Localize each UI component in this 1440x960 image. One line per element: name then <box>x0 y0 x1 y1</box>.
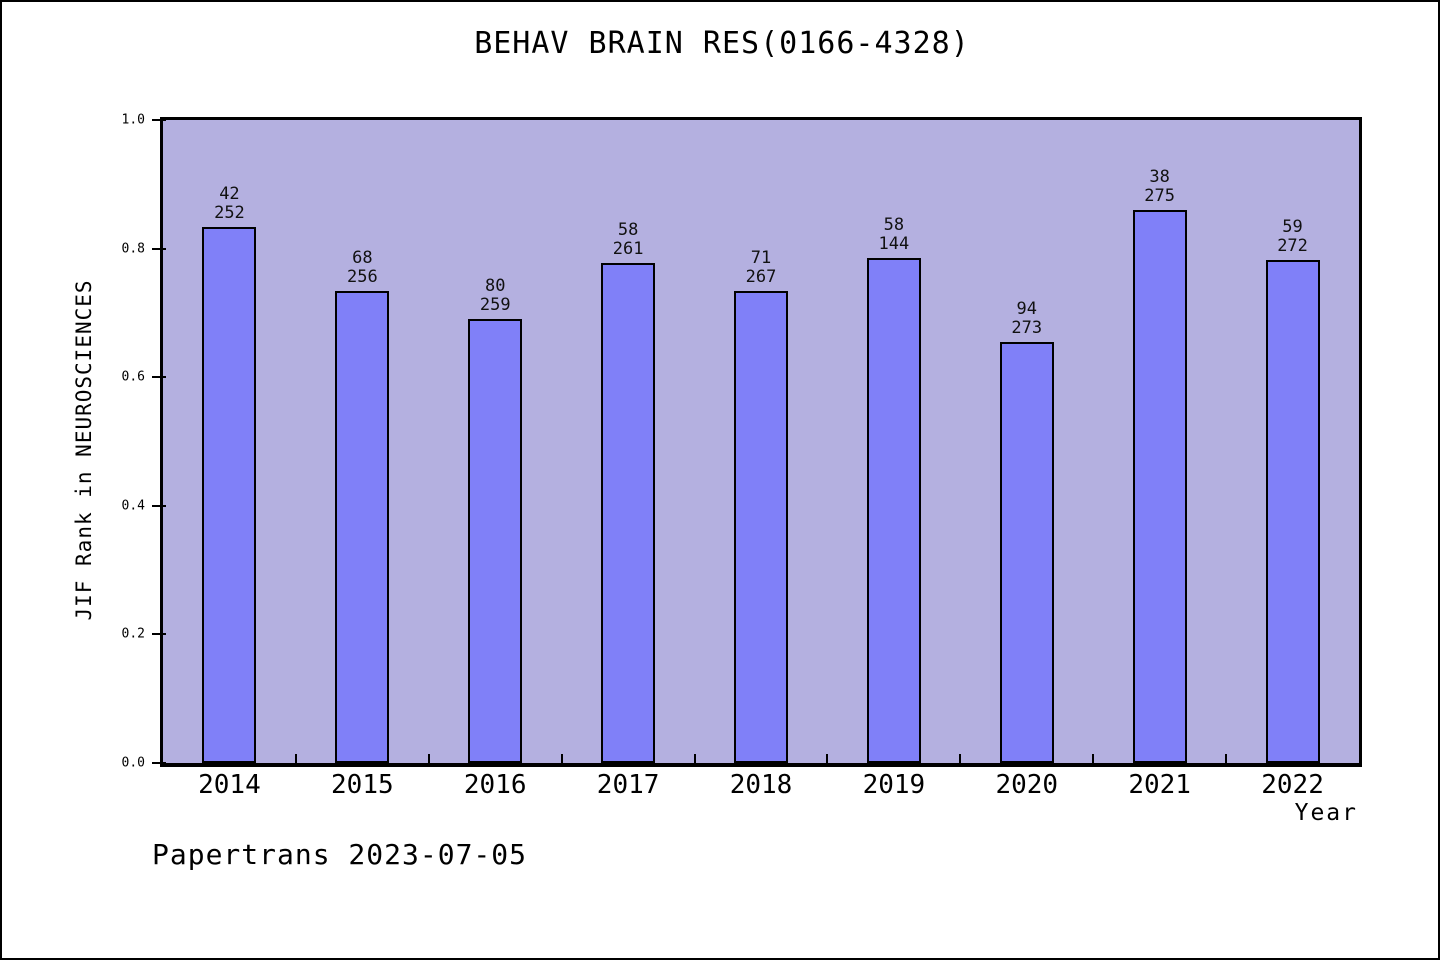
y-tick <box>152 376 166 379</box>
y-tick <box>152 504 166 507</box>
bar-total-value: 261 <box>612 239 644 259</box>
x-minor-tick <box>560 754 563 763</box>
x-minor-tick <box>959 754 962 763</box>
bar-rank-value: 68 <box>352 248 373 268</box>
plot-inner: 42 252 68 256 80 259 58 261 71 267 58 144 94 273 38 275… <box>163 120 1359 763</box>
bar-total-value: 275 <box>1144 186 1176 206</box>
bar-2018 <box>734 291 788 763</box>
bar-value-label-2015: 68 256 <box>347 249 378 287</box>
x-tick-label-2014: 2014 <box>198 770 261 800</box>
x-tick-label-2022: 2022 <box>1261 770 1324 800</box>
x-tick-label-2017: 2017 <box>596 770 660 800</box>
y-tick-label-0.4: 0.4 <box>121 498 145 514</box>
bar-2021 <box>1132 210 1187 763</box>
bar-total-value: 252 <box>214 203 245 223</box>
x-minor-tick <box>1092 754 1095 763</box>
x-axis-label: Year <box>1294 800 1358 826</box>
y-tick-label-0.6: 0.6 <box>121 369 145 385</box>
y-tick-label-0.0: 0.0 <box>121 755 145 771</box>
bar-total-value: 144 <box>878 234 910 254</box>
x-minor-tick <box>826 754 829 763</box>
plot-area: 42 252 68 256 80 259 58 261 71 267 58 144 94 273 38 275… <box>160 117 1362 767</box>
bar-value-label-2018: 71 267 <box>746 249 777 287</box>
bar-value-label-2020: 94 273 <box>1011 300 1042 338</box>
y-axis-label: JIF Rank in NEUROSCIENCES <box>72 279 96 621</box>
x-tick-label-2020: 2020 <box>995 770 1059 800</box>
bar-2017 <box>601 263 656 763</box>
bar-2020 <box>999 342 1054 763</box>
bar-rank-value: 94 <box>1016 299 1037 319</box>
bar-value-label-2022: 59 272 <box>1277 218 1308 256</box>
bar-value-label-2019: 58 144 <box>879 216 910 254</box>
bar-value-label-2017: 58 261 <box>613 221 644 259</box>
bar-total-value: 272 <box>1277 236 1308 256</box>
y-tick-label-0.8: 0.8 <box>121 241 145 257</box>
bar-2014 <box>202 227 257 763</box>
bar-total-value: 259 <box>479 295 511 315</box>
bar-2022 <box>1265 260 1320 763</box>
x-minor-tick <box>693 754 696 763</box>
bar-rank-value: 59 <box>1282 217 1303 237</box>
bar-value-label-2016: 80 259 <box>480 277 511 315</box>
y-tick <box>152 119 166 121</box>
bar-total-value: 267 <box>745 267 777 287</box>
y-tick <box>152 762 166 764</box>
bar-rank-value: 71 <box>750 248 772 268</box>
chart-title: BEHAV BRAIN RES(0166-4328) <box>474 26 970 61</box>
bar-rank-value: 58 <box>617 220 639 240</box>
bar-rank-value: 42 <box>219 184 240 204</box>
bar-rank-value: 38 <box>1149 167 1170 187</box>
bar-2015 <box>335 291 390 763</box>
x-tick-label-2021: 2021 <box>1128 770 1191 800</box>
x-tick-label-2016: 2016 <box>463 770 527 800</box>
y-tick <box>152 633 166 636</box>
y-tick-label-1.0: 1.0 <box>121 112 145 128</box>
x-minor-tick <box>294 754 297 763</box>
bar-value-label-2014: 42 252 <box>214 185 245 223</box>
x-tick-label-2015: 2015 <box>331 770 394 800</box>
bar-total-value: 256 <box>346 267 378 287</box>
bar-total-value: 273 <box>1011 318 1043 338</box>
y-tick-label-0.2: 0.2 <box>121 626 145 642</box>
bar-rank-value: 80 <box>484 276 506 296</box>
x-minor-tick <box>1225 754 1228 763</box>
bar-2019 <box>866 258 921 763</box>
x-minor-tick <box>427 754 430 763</box>
bar-value-label-2021: 38 275 <box>1144 168 1175 206</box>
footer-watermark: Papertrans 2023-07-05 <box>152 838 528 871</box>
y-tick <box>152 247 166 250</box>
bar-2016 <box>468 319 523 763</box>
x-tick-label-2018: 2018 <box>729 770 793 800</box>
bar-rank-value: 58 <box>883 215 905 235</box>
x-tick-label-2019: 2019 <box>862 770 926 800</box>
